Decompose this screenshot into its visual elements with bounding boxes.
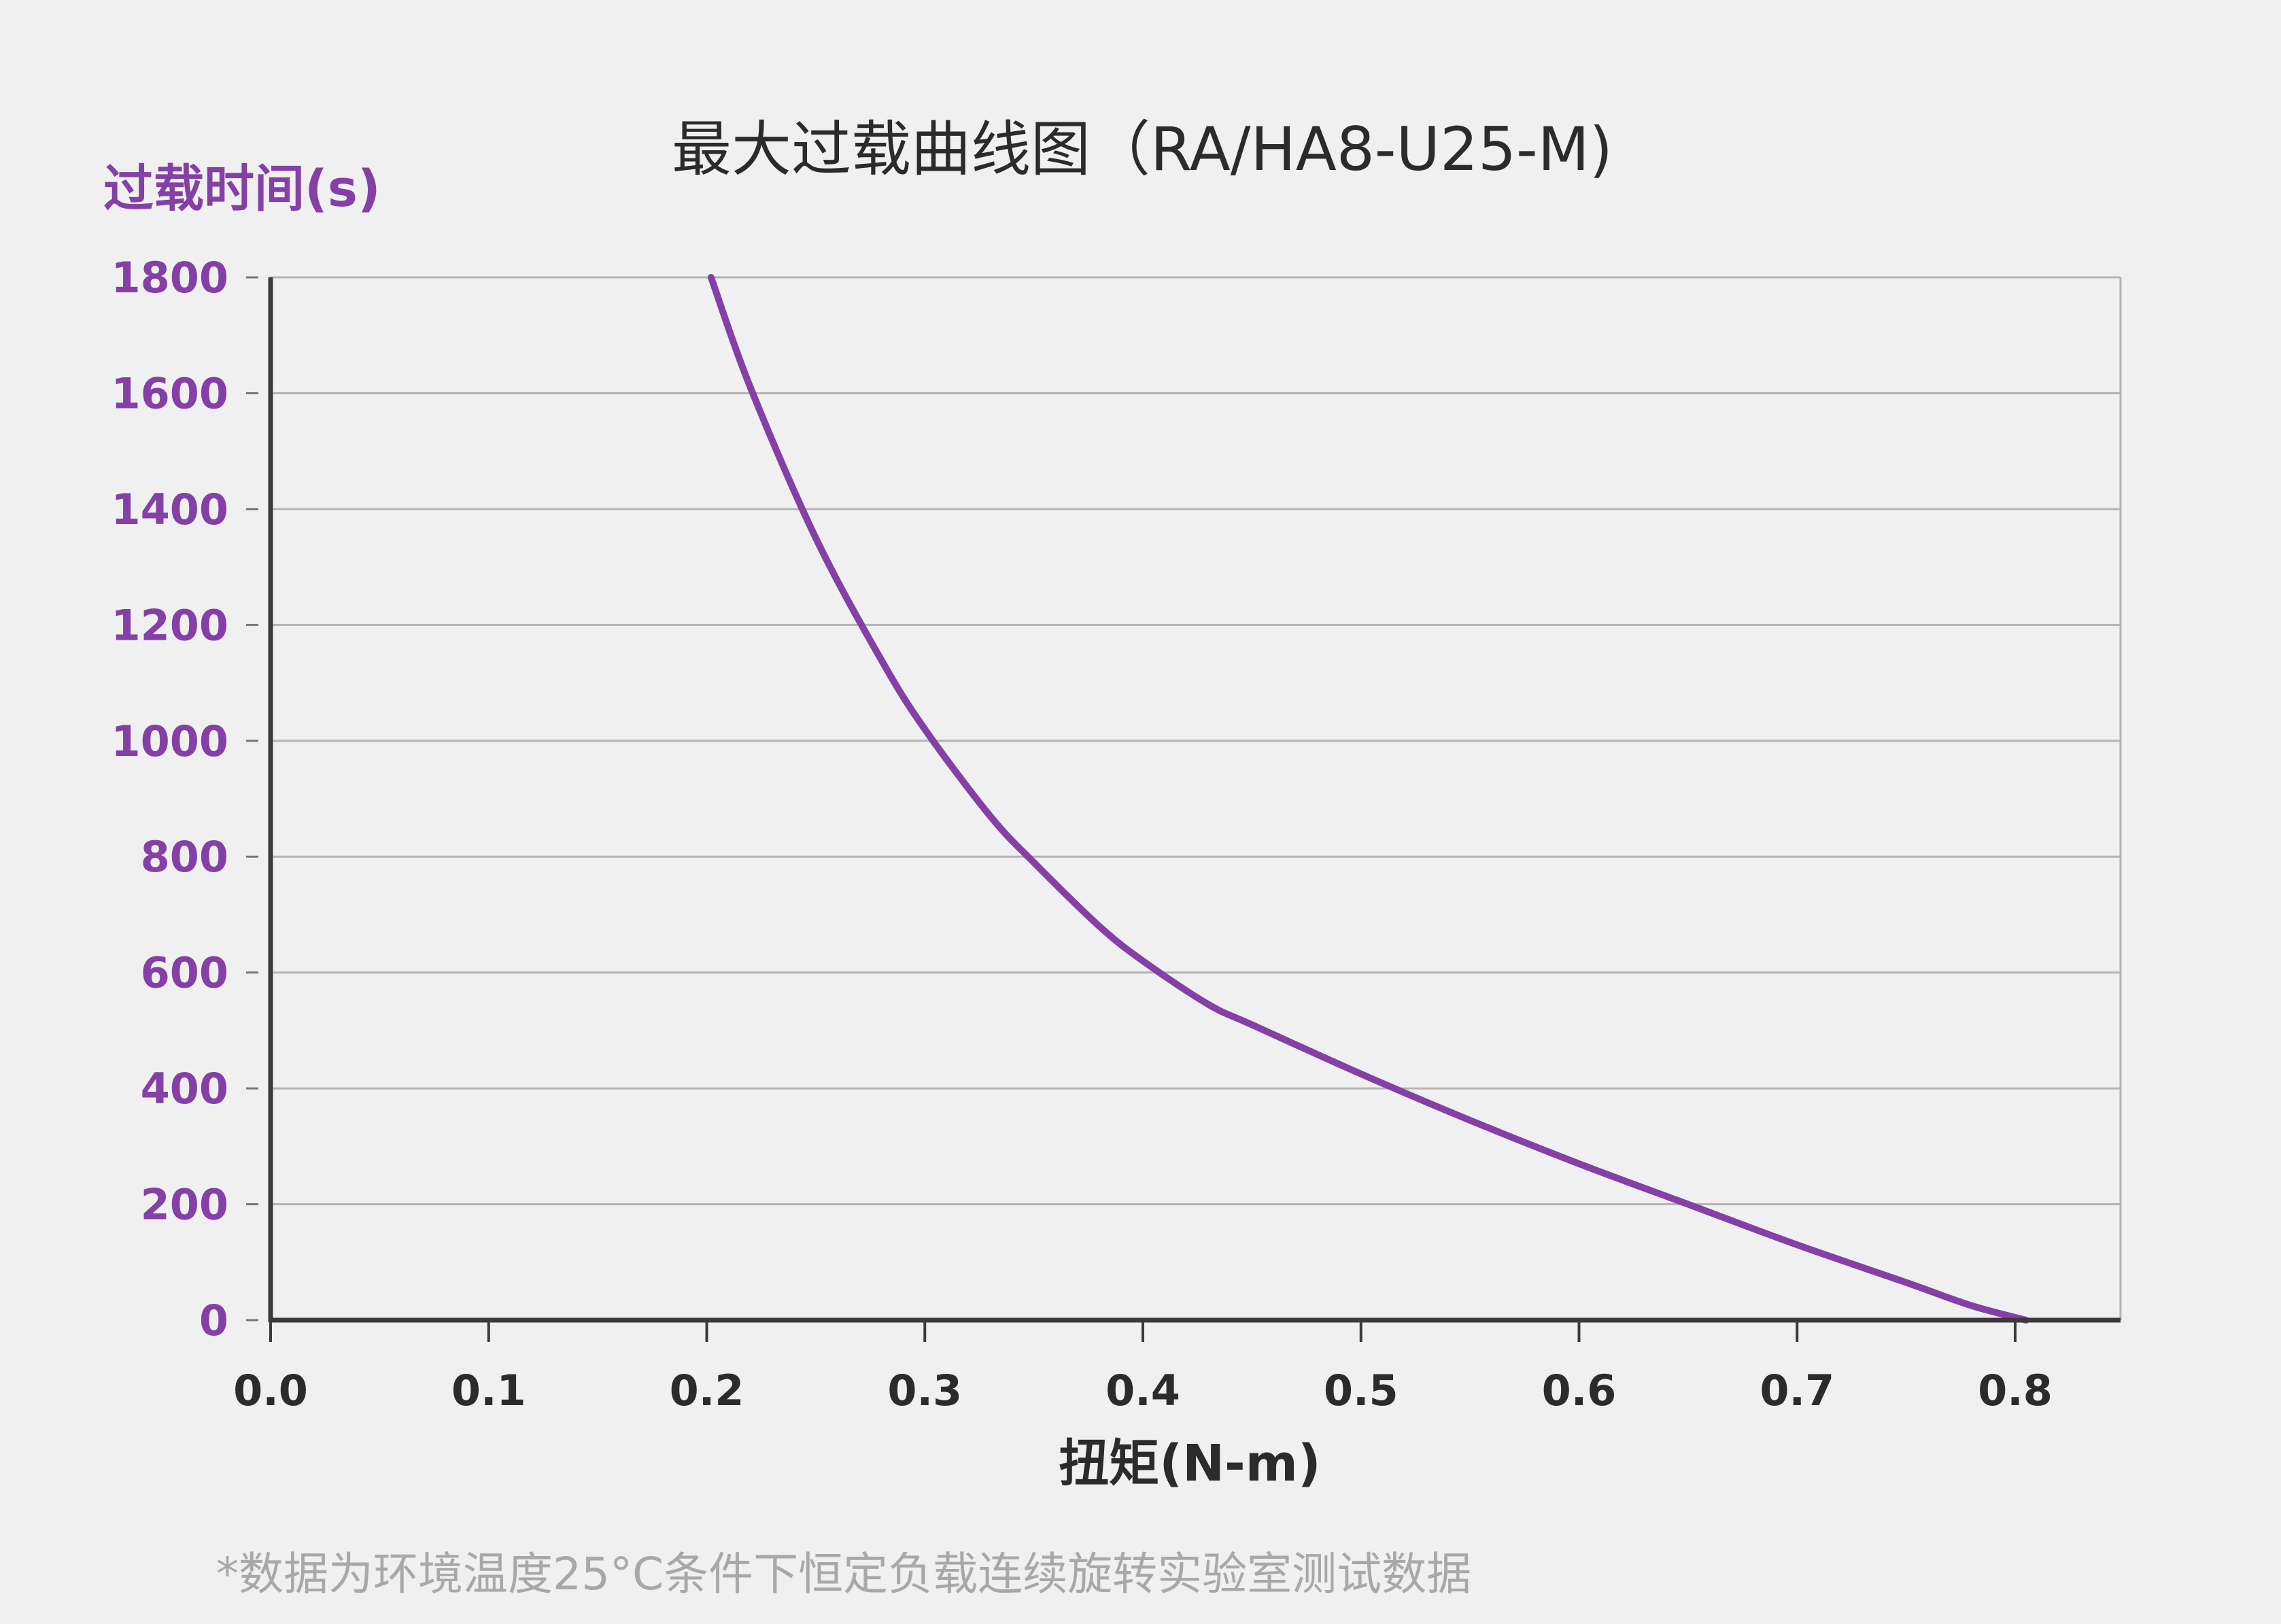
y-tick-label: 400 [141,1064,228,1113]
x-tick-label: 0.5 [1324,1366,1399,1415]
x-tick-label: 0.8 [1978,1366,2053,1415]
x-tick-label: 0.1 [451,1366,526,1415]
series-line-0 [707,274,2029,1324]
y-tick-label: 1200 [111,600,228,650]
x-tick-label: 0.7 [1760,1366,1834,1415]
x-tick-label: 0.3 [887,1366,962,1415]
footnote: *数据为环境温度25°C条件下恒定负载连续旋转实验室测试数据 [216,1548,1471,1600]
y-tick-label: 1800 [111,253,228,303]
y-tick-label: 600 [141,948,228,998]
x-tick-label: 0.0 [233,1366,308,1415]
y-tick-label: 1400 [111,485,228,534]
y-axis-label: 过载时间(s) [103,160,381,218]
y-tick-label: 200 [141,1180,228,1230]
y-tick-label: 1000 [111,716,228,766]
y-tick-label: 0 [199,1296,228,1345]
x-tick-label: 0.4 [1105,1366,1180,1415]
y-tick-label: 800 [141,832,228,882]
x-tick-label: 0.2 [670,1366,744,1415]
y-tick-label: 1600 [111,368,228,418]
x-tick-label: 0.6 [1542,1366,1617,1415]
x-axis-label: 扭矩(N-m) [1059,1434,1320,1493]
chart-title: 最大过载曲线图（RA/HA8-U25-M) [672,114,1613,184]
